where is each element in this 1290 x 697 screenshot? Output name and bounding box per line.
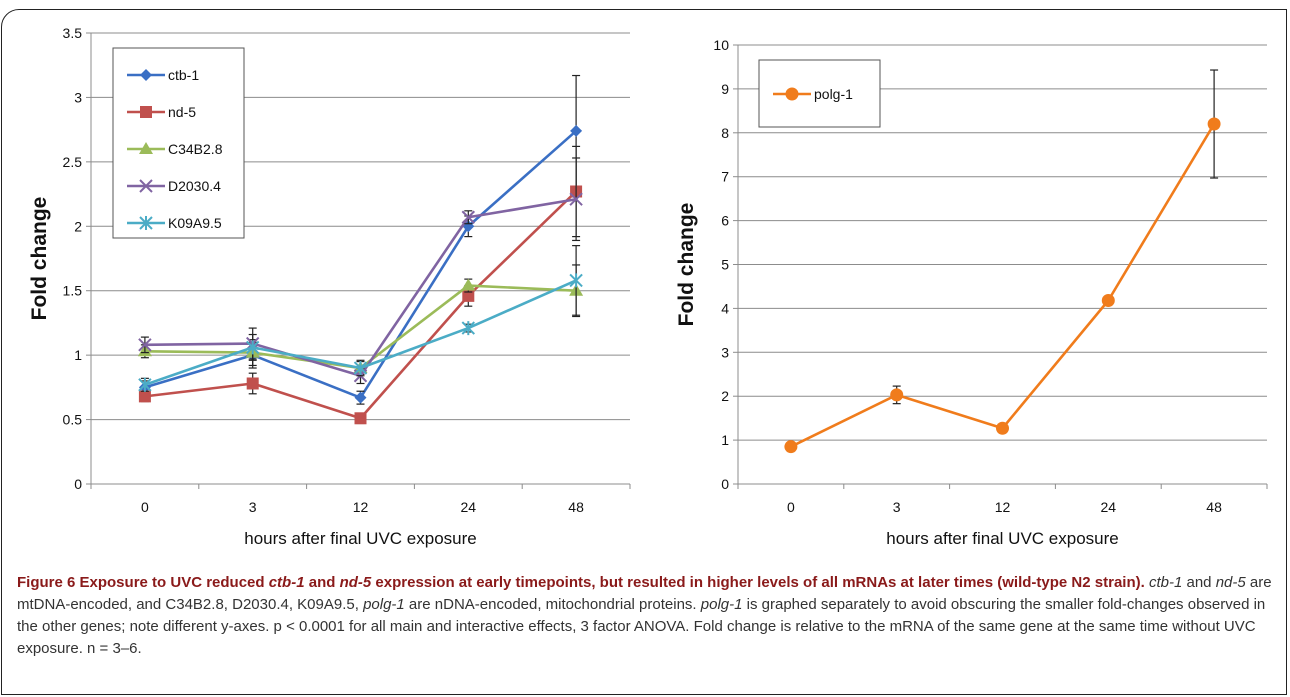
- data-point: [1101, 293, 1115, 307]
- data-point: [354, 391, 367, 404]
- caption-title-text-1: ctb-1: [268, 574, 305, 591]
- caption-title-text-2: and: [304, 574, 340, 591]
- y-tick-label: 10: [713, 37, 729, 53]
- y-tick-label: 2: [721, 388, 729, 404]
- series-polg-1: [784, 69, 1221, 454]
- data-point: [569, 273, 583, 288]
- y-tick-label: 1.5: [63, 283, 83, 299]
- legend-label: K09A9.5: [168, 215, 222, 231]
- y-tick-label: 4: [721, 300, 729, 316]
- caption-body-text-4: are mtDNA-encoded, and C34B2.8, D2030.4,…: [17, 574, 1272, 613]
- x-tick-label: 3: [893, 499, 901, 515]
- data-point: [138, 390, 151, 403]
- figure-caption: Figure 6 Exposure to UVC reduced ctb-1 a…: [17, 572, 1272, 660]
- data-point: [996, 421, 1009, 435]
- caption-body-text-6: are nDNA-encoded, mitochondrial proteins…: [404, 596, 701, 613]
- x-tick-label: 0: [787, 499, 795, 515]
- y-axis-label: Fold change: [28, 197, 51, 321]
- y-tick-label: 1: [74, 347, 82, 363]
- caption-body-text-1: ctb-1: [1148, 574, 1183, 591]
- data-point: [461, 321, 476, 336]
- caption-title-text-3: nd-5: [339, 574, 372, 591]
- series-C34B2.8: [137, 264, 584, 376]
- y-tick-label: 0: [721, 476, 729, 492]
- y-tick-label: 9: [721, 81, 729, 97]
- legend-marker: [139, 179, 153, 193]
- legend-marker: [139, 216, 153, 230]
- series-line: [790, 123, 1216, 448]
- y-tick-label: 0.5: [63, 412, 83, 428]
- caption-body-text-8: is graphed separately to avoid obscuring…: [17, 596, 1266, 657]
- legend: polg-1: [758, 59, 881, 128]
- x-axis-label: hours after final UVC exposure: [886, 529, 1118, 548]
- y-tick-label: 0: [74, 476, 82, 492]
- data-point: [245, 340, 260, 355]
- data-point: [354, 412, 367, 425]
- data-point: [138, 338, 152, 352]
- y-tick-label: 2: [74, 218, 82, 234]
- series-K09A9.5: [138, 245, 583, 392]
- legend-marker: [140, 106, 152, 118]
- y-tick-label: 2.5: [63, 154, 83, 170]
- y-tick-label: 3.5: [63, 25, 83, 41]
- series-line: [144, 284, 577, 370]
- data-point: [784, 440, 798, 454]
- data-point: [890, 388, 904, 402]
- x-tick-label: 0: [141, 499, 149, 515]
- x-tick-label: 24: [461, 499, 477, 515]
- legend-label: polg-1: [814, 86, 853, 102]
- data-point: [138, 377, 152, 392]
- legend-marker: [785, 87, 799, 101]
- legend-label: nd-5: [168, 104, 196, 120]
- legend-box: [112, 47, 245, 239]
- legend-label: ctb-1: [168, 67, 199, 83]
- caption-title-text-0: Figure 6 Exposure to UVC reduced: [17, 574, 269, 591]
- caption-title-text-4: expression at early timepoints, but resu…: [371, 574, 1145, 591]
- data-point: [461, 210, 476, 224]
- data-point: [570, 124, 583, 137]
- y-tick-label: 3: [74, 89, 82, 105]
- y-tick-label: 1: [721, 432, 729, 448]
- x-tick-label: 48: [568, 499, 584, 515]
- legend-marker: [140, 69, 152, 81]
- y-tick-label: 5: [721, 257, 729, 273]
- x-tick-label: 24: [1101, 499, 1117, 515]
- caption-body: ctb-1 and nd-5 are mtDNA-encoded, and C3…: [17, 574, 1272, 657]
- data-point: [1207, 117, 1221, 131]
- x-tick-label: 3: [249, 499, 257, 515]
- legend-label: C34B2.8: [168, 141, 223, 157]
- y-tick-label: 7: [721, 169, 729, 185]
- data-point: [353, 361, 368, 376]
- y-axis-label: Fold change: [675, 203, 698, 327]
- caption-body-text-5: polg-1: [363, 596, 405, 613]
- legend-marker: [139, 142, 153, 154]
- legend-label: D2030.4: [168, 178, 221, 194]
- y-tick-label: 6: [721, 213, 729, 229]
- x-tick-label: 12: [353, 499, 369, 515]
- caption-body-text-2: and: [1182, 574, 1216, 591]
- x-tick-label: 12: [995, 499, 1011, 515]
- data-point: [462, 289, 475, 302]
- chart-left: 0 0.5 1 1.5 2 2.5 3 3.5 0 3 12 24 48 hours after fina…: [28, 25, 631, 548]
- caption-body-text-3: nd-5: [1215, 574, 1246, 591]
- x-axis-label: hours after final UVC exposure: [244, 529, 476, 548]
- data-point: [246, 377, 259, 390]
- legend: ctb-1 nd-5 C34B2.8 D2030.4 K09A9.5: [112, 47, 245, 239]
- caption-body-text-7: polg-1: [700, 596, 743, 613]
- y-tick-label: 8: [721, 125, 729, 141]
- caption-title: Figure 6 Exposure to UVC reduced ctb-1 a…: [17, 574, 1145, 591]
- x-tick-label: 48: [1206, 499, 1222, 515]
- figure-frame: [1, 9, 1287, 695]
- data-point: [569, 192, 583, 206]
- data-point: [461, 278, 476, 291]
- y-tick-label: 3: [721, 344, 729, 360]
